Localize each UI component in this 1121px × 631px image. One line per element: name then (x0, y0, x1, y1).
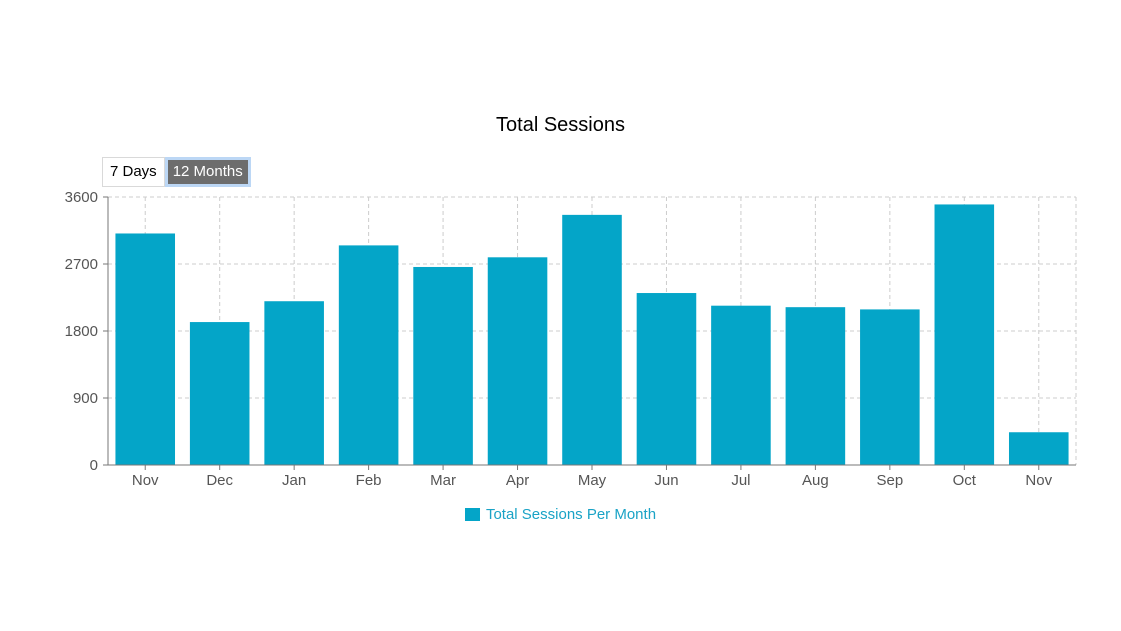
x-tick-label: Aug (802, 472, 829, 489)
bar-sep[interactable] (860, 309, 920, 465)
x-tick-label: Dec (206, 472, 233, 489)
bar-jan[interactable] (264, 301, 324, 465)
legend[interactable]: Total Sessions Per Month (0, 506, 1121, 523)
bar-dec[interactable] (189, 322, 250, 465)
bar-aug[interactable] (785, 307, 846, 465)
x-tick-label: Feb (356, 472, 382, 489)
y-tick-label: 3600 (65, 189, 98, 206)
x-tick-label: Jun (654, 472, 678, 489)
x-tick-label: Sep (876, 472, 903, 489)
y-tick-label: 1800 (65, 323, 98, 340)
range-7-days-button[interactable]: 7 Days (102, 157, 165, 187)
bar-nov[interactable] (115, 233, 176, 465)
y-tick-label: 900 (73, 390, 98, 407)
legend-label: Total Sessions Per Month (485, 506, 657, 523)
bar-jun[interactable] (636, 293, 697, 465)
x-tick-label: Jul (731, 472, 750, 489)
bar-jul[interactable] (711, 305, 771, 465)
bar-apr[interactable] (487, 257, 548, 465)
x-tick-label: Jan (282, 472, 306, 489)
bar-mar[interactable] (413, 266, 473, 465)
y-axis-tick-labels: 0 900 1800 2700 3600 (65, 189, 98, 474)
bar-nov[interactable] (1008, 432, 1069, 465)
x-tick-label: Nov (1025, 472, 1052, 489)
x-tick-label: Mar (430, 472, 456, 489)
legend-swatch (464, 508, 480, 521)
x-tick-label: May (578, 472, 607, 489)
x-tick-label: Oct (953, 472, 977, 489)
y-tick-label: 2700 (65, 256, 98, 273)
range-12-months-button[interactable]: 12 Months (164, 157, 251, 187)
y-tick-label: 0 (90, 457, 98, 474)
x-tick-label: Apr (506, 472, 529, 489)
bar-oct[interactable] (934, 204, 995, 465)
chart-title: Total Sessions (496, 114, 625, 136)
axes (103, 196, 1076, 470)
bar-feb[interactable] (338, 245, 399, 465)
x-tick-label: Nov (132, 472, 159, 489)
x-axis-tick-labels: Nov Dec Jan Feb Mar Apr May Jun Jul Aug Sep Oct Nov (132, 472, 1053, 489)
bar-may[interactable] (562, 214, 622, 465)
bars (115, 204, 1069, 465)
range-toggle: 7 Days 12 Months (102, 157, 251, 187)
